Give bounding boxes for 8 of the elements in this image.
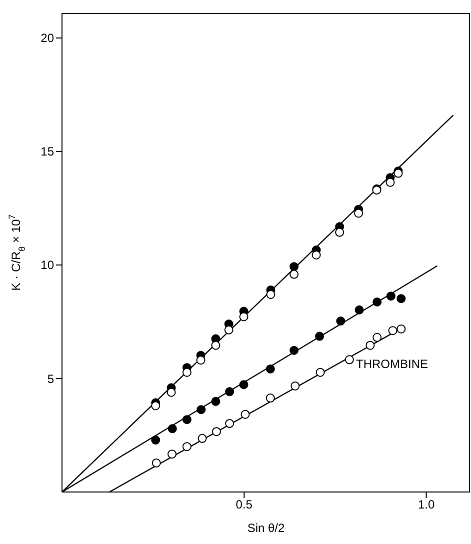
y-tick-label: 15 — [40, 144, 54, 159]
y-tick-label: 10 — [40, 258, 54, 272]
x-tick-label: 0.5 — [236, 498, 253, 512]
annotation: THROMBINE — [356, 357, 428, 371]
y-tick-label: 20 — [40, 31, 54, 46]
x-axis-title: Sin θ/2 — [247, 521, 286, 535]
x-tick-label: 1.0 — [418, 498, 435, 512]
y-tick-label: 5 — [47, 372, 54, 386]
